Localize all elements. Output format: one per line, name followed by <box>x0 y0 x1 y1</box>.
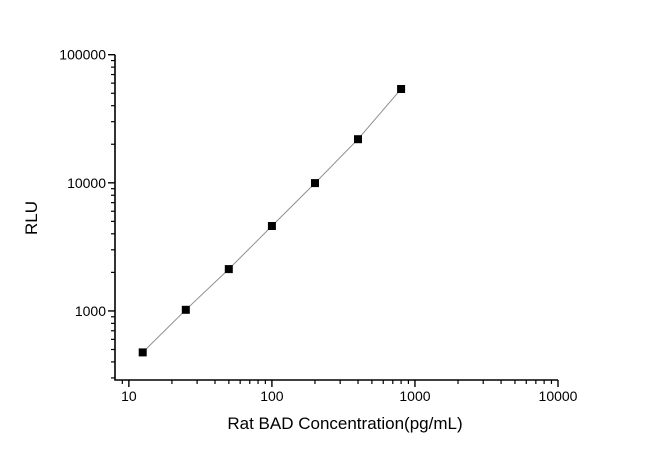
series-line <box>142 88 402 353</box>
y-axis-title: RLU <box>22 201 41 236</box>
data-point <box>138 348 147 357</box>
x-axis-title: Rat BAD Concentration(pg/mL) <box>227 414 463 433</box>
x-tick-label: 10 <box>121 388 137 404</box>
data-point <box>181 305 190 314</box>
data-point <box>311 179 319 188</box>
data-point <box>267 222 276 230</box>
data-point <box>224 265 233 274</box>
x-tick-label: 1000 <box>399 388 430 404</box>
y-tick-label: 100000 <box>59 47 106 63</box>
y-tick-label: 1000 <box>75 303 106 319</box>
data-point <box>397 85 406 93</box>
x-tick-label: 100 <box>260 388 284 404</box>
y-tick-label: 10000 <box>67 175 106 191</box>
data-point <box>354 135 362 144</box>
axis-spine <box>114 54 558 381</box>
x-tick-label: 10000 <box>539 388 578 404</box>
